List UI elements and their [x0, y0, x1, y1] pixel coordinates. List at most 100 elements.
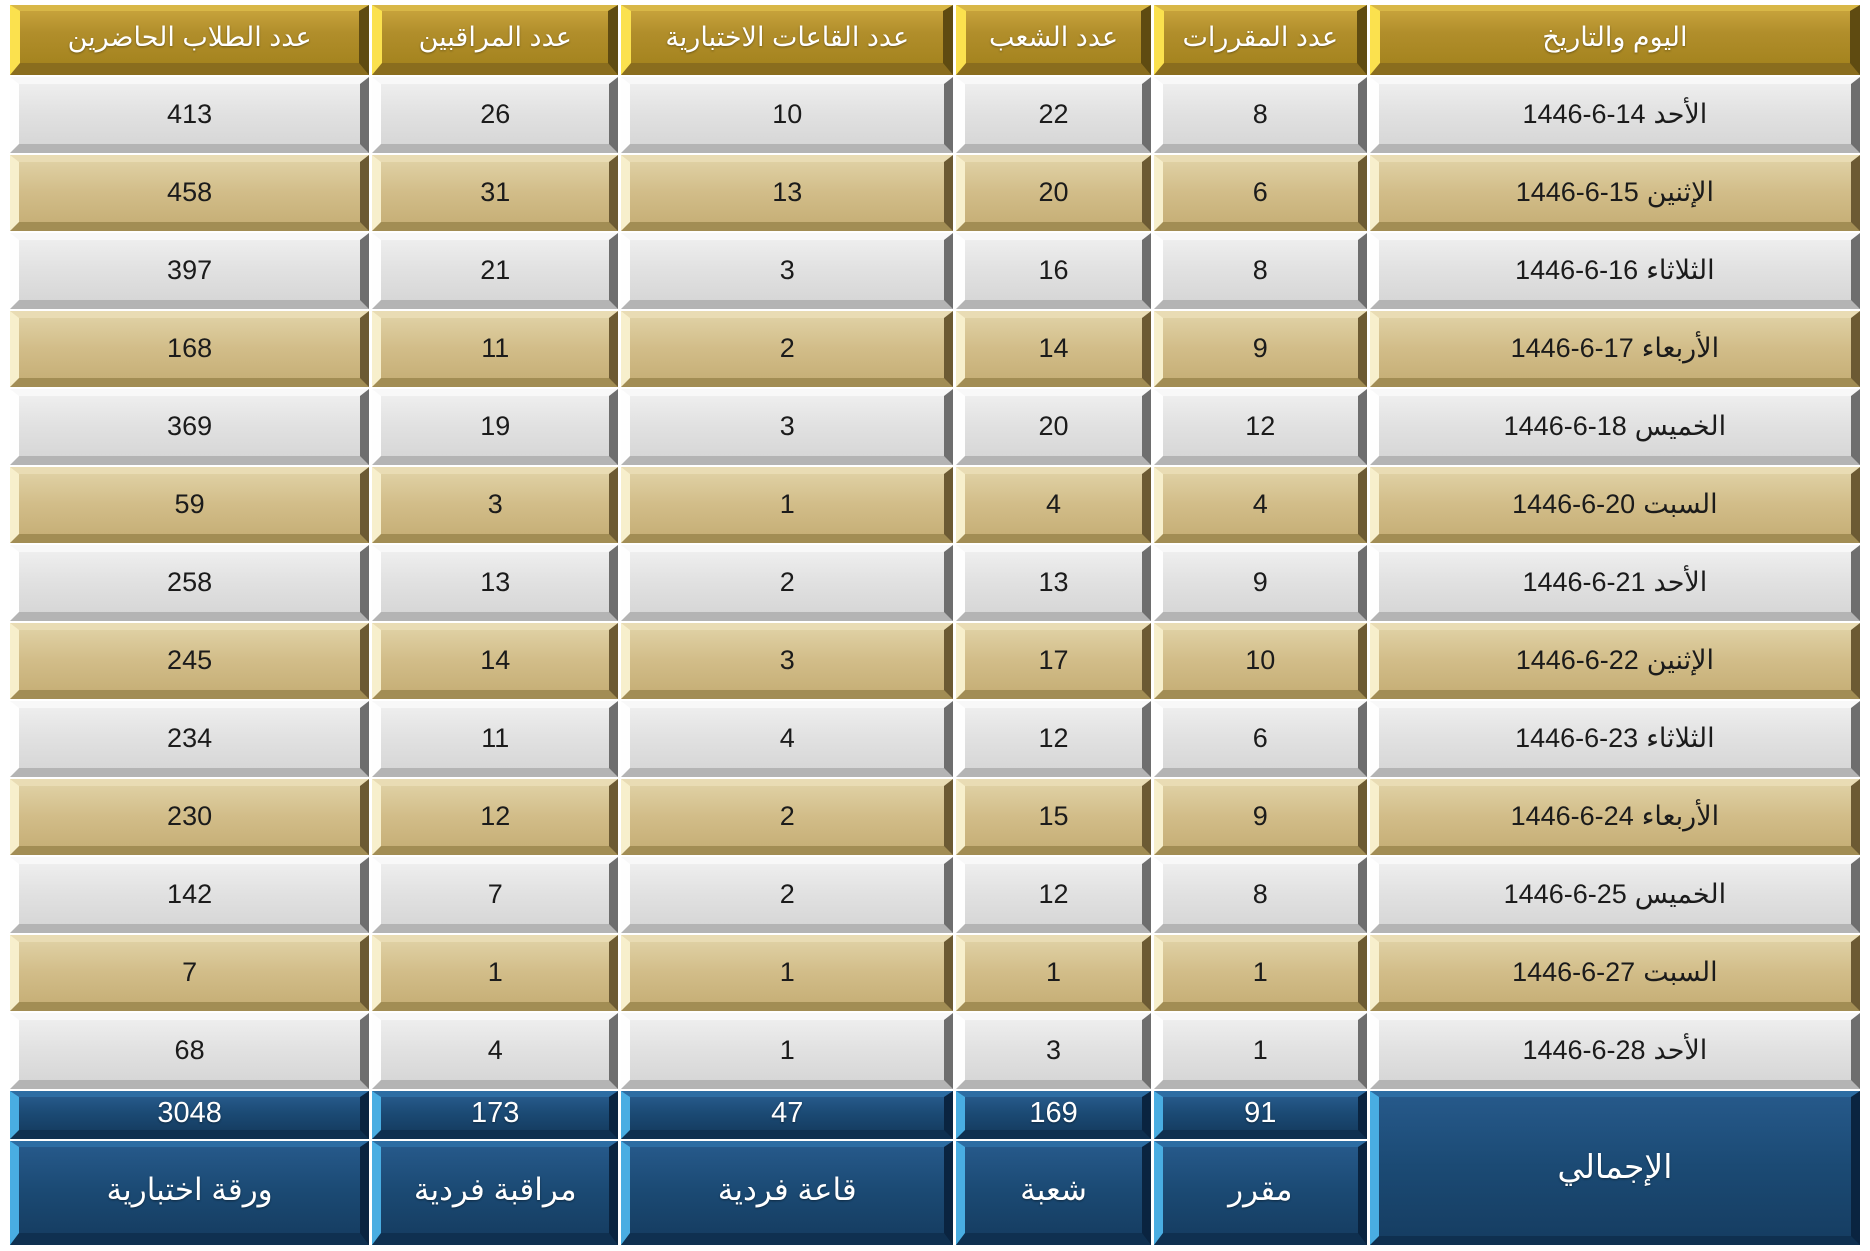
- students-cell: 397: [10, 233, 370, 309]
- courses-cell: 8: [1153, 233, 1367, 309]
- date-value: 1446-6-24: [1510, 800, 1634, 831]
- proctors-cell: 1: [372, 935, 619, 1011]
- halls-cell: 2: [621, 857, 954, 933]
- proctors-cell: 11: [372, 311, 619, 387]
- date-value: 1446-6-15: [1515, 176, 1639, 207]
- day-date-cell: الإثنين 1446-6-22: [1369, 623, 1860, 699]
- proctors-cell: 21: [372, 233, 619, 309]
- day-name: الأربعاء: [1641, 332, 1720, 363]
- proctors-cell: 26: [372, 77, 619, 153]
- total-proctors-value: 173: [372, 1091, 619, 1139]
- sections-cell: 1: [956, 935, 1151, 1011]
- proctors-cell: 7: [372, 857, 619, 933]
- halls-cell: 1: [621, 467, 954, 543]
- courses-cell: 9: [1153, 545, 1367, 621]
- courses-cell: 6: [1153, 701, 1367, 777]
- day-name: الخميس: [1634, 878, 1727, 909]
- header-courses: عدد المقررات: [1153, 5, 1367, 75]
- date-value: 1446-6-28: [1522, 1034, 1646, 1065]
- halls-cell: 3: [621, 389, 954, 465]
- header-day-date: اليوم والتاريخ: [1369, 5, 1860, 75]
- date-value: 1446-6-18: [1503, 410, 1627, 441]
- day-name: الثلاثاء: [1646, 722, 1715, 753]
- students-cell: 230: [10, 779, 370, 855]
- courses-cell: 10: [1153, 623, 1367, 699]
- total-sections-value: 169: [956, 1091, 1151, 1139]
- courses-cell: 9: [1153, 311, 1367, 387]
- halls-cell: 10: [621, 77, 954, 153]
- halls-cell: 2: [621, 311, 954, 387]
- students-cell: 168: [10, 311, 370, 387]
- total-courses-unit: مقرر: [1153, 1141, 1367, 1245]
- sections-cell: 12: [956, 701, 1151, 777]
- students-cell: 458: [10, 155, 370, 231]
- date-value: 1446-6-23: [1515, 722, 1639, 753]
- halls-cell: 13: [621, 155, 954, 231]
- students-cell: 413: [10, 77, 370, 153]
- header-sections: عدد الشعب: [956, 5, 1151, 75]
- header-students: عدد الطلاب الحاضرين: [10, 5, 370, 75]
- sections-cell: 20: [956, 155, 1151, 231]
- day-date-cell: الثلاثاء 1446-6-23: [1369, 701, 1860, 777]
- courses-cell: 4: [1153, 467, 1367, 543]
- courses-cell: 8: [1153, 857, 1367, 933]
- sections-cell: 4: [956, 467, 1151, 543]
- courses-cell: 8: [1153, 77, 1367, 153]
- header-halls: عدد القاعات الاختبارية: [621, 5, 954, 75]
- halls-cell: 3: [621, 233, 954, 309]
- date-value: 1446-6-20: [1512, 488, 1636, 519]
- day-name: الأحد: [1653, 566, 1708, 597]
- sections-cell: 12: [956, 857, 1151, 933]
- halls-cell: 4: [621, 701, 954, 777]
- sections-cell: 14: [956, 311, 1151, 387]
- day-name: الأحد: [1653, 98, 1708, 129]
- courses-cell: 6: [1153, 155, 1367, 231]
- proctors-cell: 4: [372, 1013, 619, 1089]
- total-proctors-unit: مراقبة فردية: [372, 1141, 619, 1245]
- day-date-cell: السبت 1446-6-27: [1369, 935, 1860, 1011]
- students-cell: 245: [10, 623, 370, 699]
- students-cell: 59: [10, 467, 370, 543]
- sections-cell: 16: [956, 233, 1151, 309]
- students-cell: 369: [10, 389, 370, 465]
- day-date-cell: الإثنين 1446-6-15: [1369, 155, 1860, 231]
- total-courses-value: 91: [1153, 1091, 1367, 1139]
- day-name: الإثنين: [1646, 176, 1715, 207]
- header-proctors: عدد المراقبين: [372, 5, 619, 75]
- sections-cell: 13: [956, 545, 1151, 621]
- total-halls-unit: قاعة فردية: [621, 1141, 954, 1245]
- day-date-cell: الخميس 1446-6-25: [1369, 857, 1860, 933]
- courses-cell: 12: [1153, 389, 1367, 465]
- date-value: 1446-6-17: [1510, 332, 1634, 363]
- students-cell: 234: [10, 701, 370, 777]
- day-date-cell: الأحد 1446-6-14: [1369, 77, 1860, 153]
- sections-cell: 15: [956, 779, 1151, 855]
- students-cell: 68: [10, 1013, 370, 1089]
- day-date-cell: الأحد 1446-6-28: [1369, 1013, 1860, 1089]
- total-halls-value: 47: [621, 1091, 954, 1139]
- day-date-cell: السبت 1446-6-20: [1369, 467, 1860, 543]
- date-value: 1446-6-25: [1503, 878, 1627, 909]
- day-date-cell: الخميس 1446-6-18: [1369, 389, 1860, 465]
- day-name: الخميس: [1634, 410, 1727, 441]
- proctors-cell: 19: [372, 389, 619, 465]
- day-name: الثلاثاء: [1646, 254, 1715, 285]
- halls-cell: 2: [621, 545, 954, 621]
- sections-cell: 17: [956, 623, 1151, 699]
- day-name: الإثنين: [1646, 644, 1715, 675]
- courses-cell: 9: [1153, 779, 1367, 855]
- halls-cell: 1: [621, 1013, 954, 1089]
- proctors-cell: 14: [372, 623, 619, 699]
- day-date-cell: الأربعاء 1446-6-17: [1369, 311, 1860, 387]
- proctors-cell: 31: [372, 155, 619, 231]
- students-cell: 142: [10, 857, 370, 933]
- day-name: الأربعاء: [1641, 800, 1720, 831]
- date-value: 1446-6-16: [1515, 254, 1639, 285]
- day-date-cell: الثلاثاء 1446-6-16: [1369, 233, 1860, 309]
- date-value: 1446-6-27: [1512, 956, 1636, 987]
- proctors-cell: 13: [372, 545, 619, 621]
- date-value: 1446-6-21: [1522, 566, 1646, 597]
- students-cell: 258: [10, 545, 370, 621]
- exam-stats-table: اليوم والتاريخ عدد المقررات عدد الشعب عد…: [10, 5, 1860, 1245]
- proctors-cell: 3: [372, 467, 619, 543]
